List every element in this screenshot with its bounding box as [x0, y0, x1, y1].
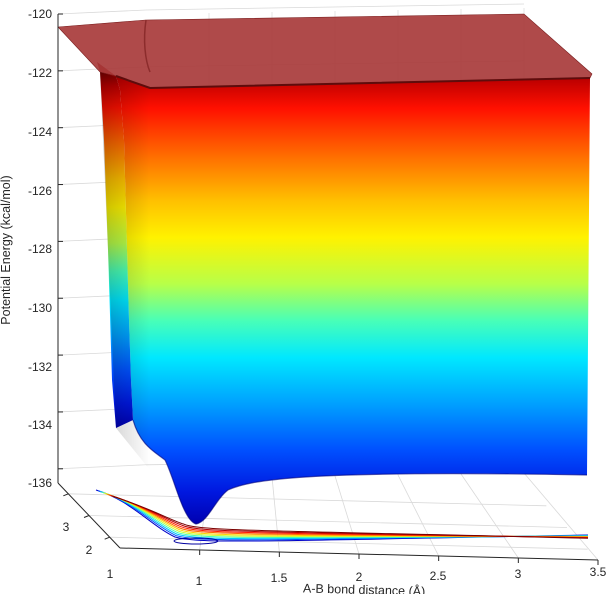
grid-line-z: [57, 9, 147, 15]
z-tick-label: -128: [28, 242, 52, 256]
x-tick-labels: 1 1.5 2 2.5 3 3.5: [196, 565, 607, 588]
z-tick-label: -126: [28, 184, 52, 198]
x-tick-label: 1.5: [271, 571, 288, 585]
z-tick-labels: -120 -122 -124 -126 -128 -130 -132 -134 …: [28, 7, 52, 490]
grid-line-x-floor: [334, 475, 360, 555]
y-axis-line: [57, 482, 121, 549]
contour-line: [103, 492, 589, 538]
y-tick-mark: [104, 536, 110, 540]
contour-line: [105, 493, 589, 538]
grid-line-x-floor: [397, 474, 440, 557]
z-tick-label: -134: [28, 418, 52, 432]
cap-back-edge: [143, 19, 151, 73]
y-tick-mark: [83, 515, 90, 518]
grid-line-y-floor: [88, 515, 568, 528]
z-tick-label: -132: [28, 360, 52, 374]
contour-line: [107, 493, 589, 538]
grid-line-y-floor: [68, 493, 547, 507]
contour-line: [97, 490, 589, 541]
contour-line: [95, 489, 589, 542]
y-tick-label: 1: [107, 567, 114, 581]
contour-well-minimum: [173, 537, 219, 545]
y-tick-labels: 1 2 3: [63, 520, 114, 581]
energy-surface: [57, 13, 593, 525]
y-tick-mark: [63, 493, 69, 497]
x-tick-label: 2: [356, 570, 363, 584]
contour-line: [99, 490, 589, 540]
x-axis-title: A-B bond distance (Å): [303, 580, 426, 594]
axes: [57, 14, 599, 561]
z-tick-label: -122: [28, 66, 52, 80]
contour-line: [113, 496, 589, 539]
grid-line-z: [145, 3, 525, 11]
cap-ridge-line: [115, 75, 591, 90]
z-axis-title: Potential Energy (kcal/mol): [0, 175, 13, 324]
wall-shading: [100, 72, 150, 470]
z-tick-label: -136: [28, 476, 52, 490]
x-axis-line: [119, 547, 599, 561]
grid-line-z: [57, 464, 147, 470]
x-tick-label: 3: [515, 567, 522, 581]
z-tick-label: -130: [28, 301, 52, 315]
contour-projection: [95, 489, 589, 545]
x-tick-label: 2.5: [430, 569, 447, 583]
y-tick-label: 2: [86, 543, 93, 557]
surface-body: [97, 62, 590, 524]
z-tick-label: -124: [28, 125, 52, 139]
grid-line-x-floor: [523, 472, 599, 561]
x-tick-label: 1: [196, 574, 203, 588]
well-edge: [132, 419, 588, 525]
grid-line-x-floor: [460, 473, 519, 559]
x-tick-label: 3.5: [590, 565, 607, 579]
surface-cap-top: [57, 13, 593, 89]
contour-line: [101, 491, 589, 539]
y-tick-label: 3: [63, 520, 70, 534]
z-tick-label: -120: [28, 7, 52, 21]
